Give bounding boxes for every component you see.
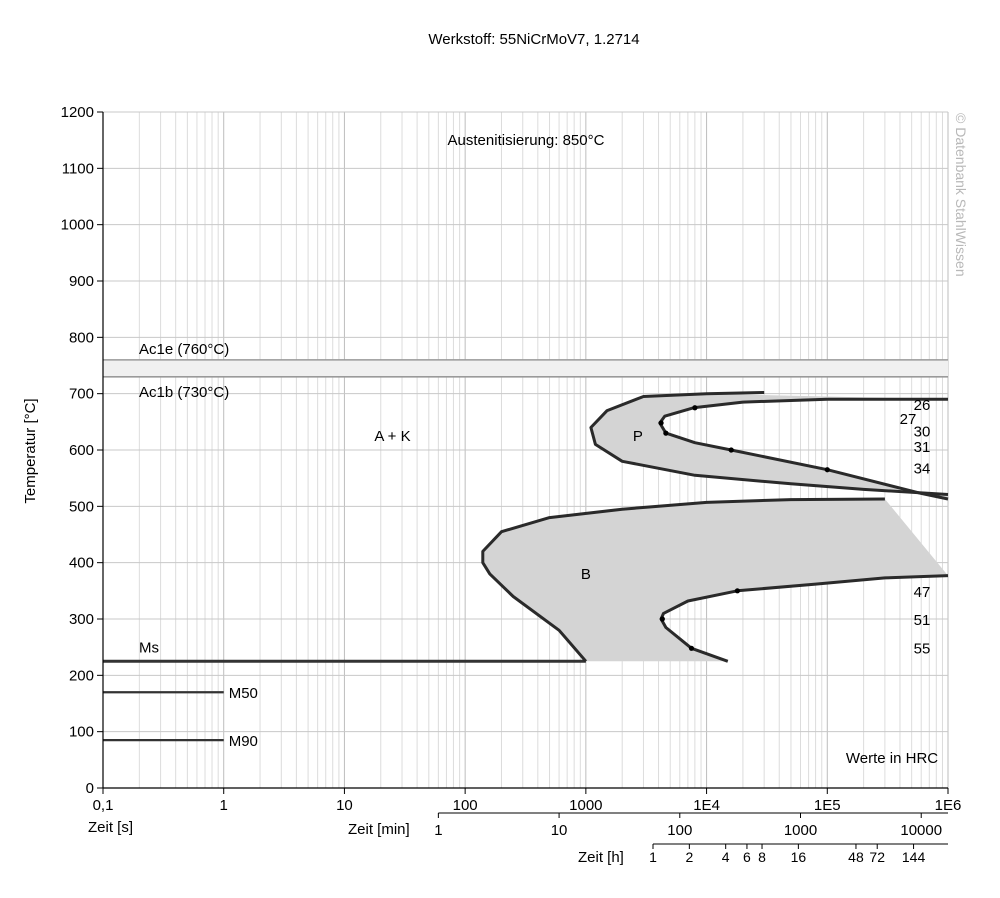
reference-line-label: Ac1e (760°C) bbox=[139, 341, 229, 358]
x-tick-label-hours: 8 bbox=[758, 849, 766, 865]
hardness-label: 55 bbox=[914, 640, 931, 657]
x-tick-label-minutes: 10 bbox=[551, 822, 568, 839]
x-tick-label-seconds: 100 bbox=[453, 797, 478, 814]
hardness-label: 47 bbox=[914, 584, 931, 601]
y-tick-label: 800 bbox=[69, 329, 94, 346]
y-axis-label: Temperatur [°C] bbox=[22, 398, 39, 503]
x-tick-label-hours: 144 bbox=[902, 849, 926, 865]
subtitle: Austenitisierung: 850°C bbox=[448, 132, 605, 149]
x-tick-label-hours: 1 bbox=[649, 849, 657, 865]
hardness-label: 31 bbox=[914, 439, 931, 456]
transformation-curve bbox=[658, 397, 949, 501]
y-tick-label: 500 bbox=[69, 498, 94, 515]
y-tick-label: 0 bbox=[86, 780, 94, 797]
y-tick-label: 1200 bbox=[61, 104, 94, 121]
x-tick-label-minutes: 10000 bbox=[900, 822, 942, 839]
measurement-point bbox=[824, 467, 830, 473]
x-tick-label-hours: 2 bbox=[685, 849, 693, 865]
martensite-label: Ms bbox=[139, 639, 159, 656]
measurement-point bbox=[659, 616, 665, 622]
y-tick-label: 300 bbox=[69, 611, 94, 628]
hrc-note: Werte in HRC bbox=[846, 750, 938, 767]
measurement-point bbox=[663, 430, 669, 436]
x-tick-label-hours: 16 bbox=[791, 849, 807, 865]
x-tick-label-seconds: 10 bbox=[336, 797, 353, 814]
martensite-label: M90 bbox=[229, 733, 258, 750]
reference-band bbox=[103, 359, 948, 378]
y-tick-label: 400 bbox=[69, 555, 94, 572]
measurement-point bbox=[728, 447, 734, 453]
y-tick-label: 700 bbox=[69, 386, 94, 403]
hardness-label: 30 bbox=[914, 423, 931, 440]
measurement-point bbox=[734, 588, 740, 594]
x-tick-label-hours: 72 bbox=[869, 849, 885, 865]
hardness-label: 26 bbox=[914, 397, 931, 414]
bainite-region bbox=[482, 499, 948, 662]
measurement-point bbox=[688, 645, 695, 651]
region-label: A + K bbox=[374, 428, 410, 445]
x-tick-label-minutes: 1000 bbox=[784, 822, 817, 839]
hardness-label: 51 bbox=[914, 612, 931, 629]
label-layer: Ac1e (760°C) Ac1b (730°C) Ms M50 M90 A + K P B 2… bbox=[139, 341, 930, 750]
x-tick-label-hours: 4 bbox=[722, 849, 730, 865]
y-tick-label: 200 bbox=[69, 667, 94, 684]
x-axis-label-hours: Zeit [h] bbox=[578, 849, 624, 866]
y-tick-label: 1100 bbox=[62, 160, 94, 177]
region-label: P bbox=[633, 428, 643, 445]
x-axis-label-minutes: Zeit [min] bbox=[348, 821, 410, 838]
x-tick-label-seconds: 1E4 bbox=[693, 797, 720, 814]
x-tick-label-minutes: 100 bbox=[667, 822, 692, 839]
watermark: © Datenbank StahlWissen bbox=[953, 113, 969, 277]
x-tick-label-seconds: 1000 bbox=[569, 797, 602, 814]
axes-layer: 0100200300400500600700800900100011001200… bbox=[61, 104, 962, 865]
hardness-label: 27 bbox=[900, 411, 917, 428]
y-tick-label: 1000 bbox=[61, 217, 94, 234]
transformation-curve bbox=[589, 391, 949, 496]
martensite-label: M50 bbox=[229, 685, 258, 702]
transformation-regions bbox=[482, 393, 948, 662]
x-tick-label-seconds: 1E5 bbox=[814, 797, 841, 814]
x-tick-label-seconds: 1E6 bbox=[935, 797, 962, 814]
transformation-curve bbox=[481, 497, 885, 663]
y-tick-label: 600 bbox=[69, 442, 94, 459]
region-label: B bbox=[581, 566, 591, 583]
measurement-point bbox=[692, 405, 698, 411]
measurement-point bbox=[658, 420, 664, 426]
reference-line-label: Ac1b (730°C) bbox=[139, 384, 229, 401]
transformation-curve bbox=[659, 574, 949, 663]
hardness-label: 34 bbox=[914, 461, 931, 478]
curve-layer bbox=[103, 391, 949, 742]
y-tick-label: 900 bbox=[69, 273, 94, 290]
x-tick-label-seconds: 0,1 bbox=[93, 797, 114, 814]
x-tick-label-seconds: 1 bbox=[220, 797, 228, 814]
x-axis-label-seconds: Zeit [s] bbox=[88, 819, 133, 836]
x-tick-label-minutes: 1 bbox=[434, 822, 442, 839]
x-tick-label-hours: 6 bbox=[743, 849, 751, 865]
chart-title: Werkstoff: 55NiCrMoV7, 1.2714 bbox=[428, 31, 639, 48]
x-tick-label-hours: 48 bbox=[848, 849, 864, 865]
y-tick-label: 100 bbox=[69, 724, 94, 741]
grid-layer bbox=[102, 111, 949, 789]
ac1-band bbox=[103, 359, 948, 377]
